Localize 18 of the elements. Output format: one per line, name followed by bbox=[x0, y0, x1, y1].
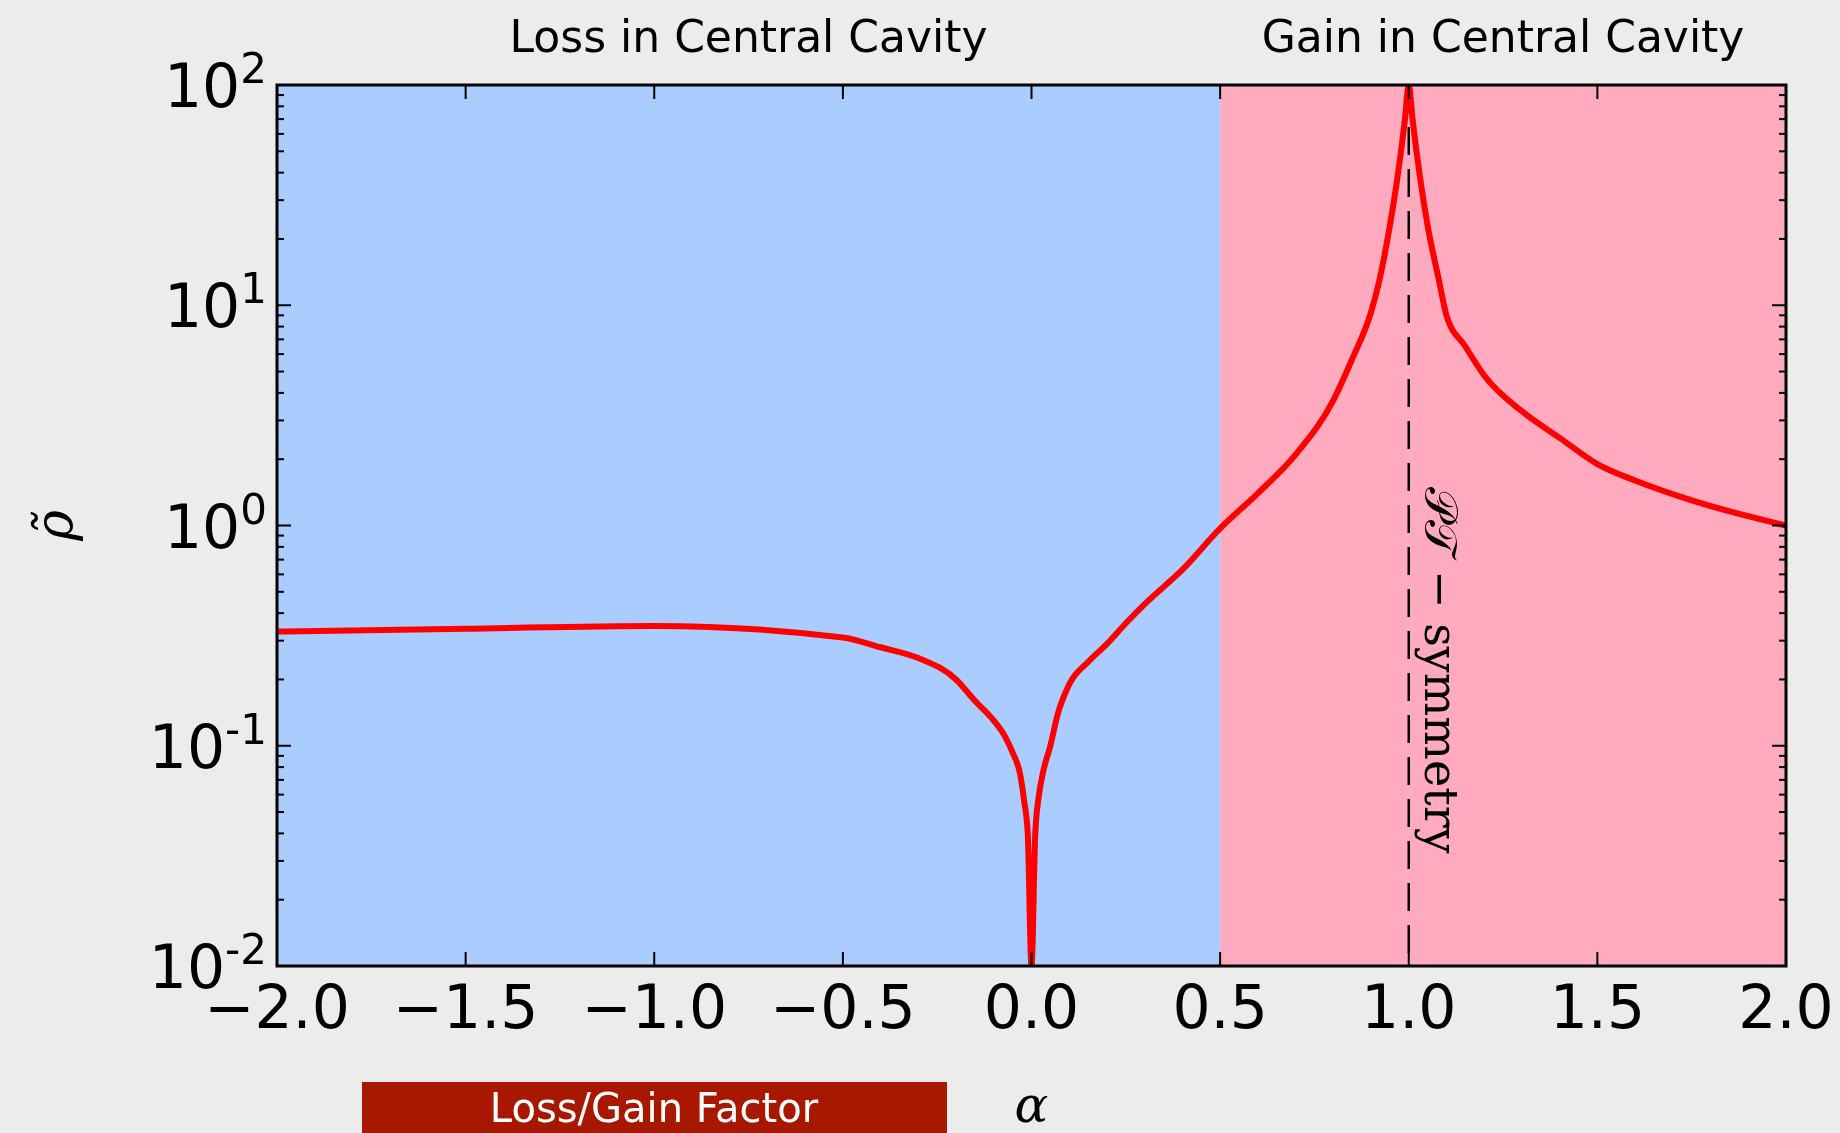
y-tick-label: 10$^{2}$ bbox=[163, 43, 267, 121]
y-tick-label: 10$^{0}$ bbox=[163, 484, 267, 562]
y-axis-title: ρ̃ bbox=[24, 509, 84, 542]
ref-line-label: 𝒫𝒯 − symmetry bbox=[1413, 487, 1468, 854]
x-tick-label: 1.5 bbox=[1549, 972, 1646, 1042]
band-label: Loss in Central Cavity bbox=[509, 11, 988, 62]
y-tick-label: 10$^{-1}$ bbox=[148, 704, 267, 782]
x-tick-label: −0.5 bbox=[770, 972, 916, 1042]
band-label: Gain in Central Cavity bbox=[1261, 11, 1745, 62]
x-tick-label: 0.0 bbox=[983, 972, 1080, 1042]
y-tick-label: 10$^{1}$ bbox=[163, 263, 267, 342]
text: Loss/Gain Factor bbox=[489, 1085, 819, 1131]
x-tick-label: 1.0 bbox=[1361, 972, 1457, 1042]
x-axis-title: α bbox=[1014, 1076, 1049, 1133]
x-tick-label: 2.0 bbox=[1738, 972, 1834, 1042]
x-tick-label: −1.5 bbox=[392, 972, 539, 1042]
x-tick-label: −1.0 bbox=[581, 972, 728, 1042]
x-tick-label: 0.5 bbox=[1172, 972, 1268, 1042]
